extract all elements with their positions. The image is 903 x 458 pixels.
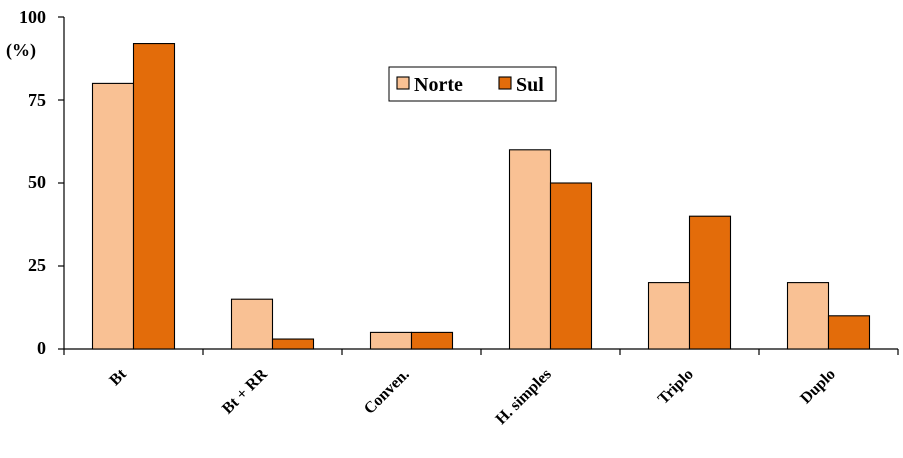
legend-label-sul: Sul (516, 74, 544, 96)
x-tick-label-triplo: Triplo (655, 366, 697, 408)
x-tick-label-duplo: Duplo (797, 366, 839, 408)
bar-sul-3 (549, 182, 593, 350)
y-tick-label-0: 0 (37, 338, 46, 358)
y-axis: 0 25 50 75 100 (19, 7, 65, 358)
y-tick-label-100: 100 (19, 7, 46, 27)
bar-norte-3 (508, 149, 552, 350)
legend-label-norte: Norte (414, 74, 463, 96)
y-tick-label-50: 50 (28, 172, 46, 192)
bar-norte-5 (786, 282, 830, 350)
y-tick-label-25: 25 (28, 255, 46, 275)
legend: Norte Sul (388, 66, 557, 102)
bar-sul-4 (688, 215, 732, 350)
x-tick-label-bt-rr: Bt + RR (219, 365, 271, 417)
x-tick-label-h-simples: H. simples (493, 366, 555, 428)
x-axis-labels: Bt Bt + RR Conven. H. simples Triplo Dup… (106, 365, 838, 428)
bars-group (91, 43, 871, 350)
bar-sul-0 (132, 43, 176, 350)
bar-norte-4 (647, 282, 691, 350)
bar-norte-0 (91, 82, 135, 350)
bar-norte-1 (230, 298, 274, 350)
bar-sul-5 (827, 315, 871, 350)
bar-sul-2 (410, 331, 454, 350)
legend-swatch-sul (498, 76, 512, 90)
legend-swatch-norte (396, 76, 410, 90)
bar-sul-1 (271, 338, 315, 350)
bar-norte-2 (369, 331, 413, 350)
x-tick-label-conven: Conven. (361, 366, 413, 418)
x-tick-label-bt: Bt (106, 365, 130, 389)
axis-ticks (58, 16, 899, 355)
y-tick-label-75: 75 (28, 90, 46, 110)
legend-frame (388, 66, 557, 102)
y-axis-label: (%) (6, 40, 36, 61)
